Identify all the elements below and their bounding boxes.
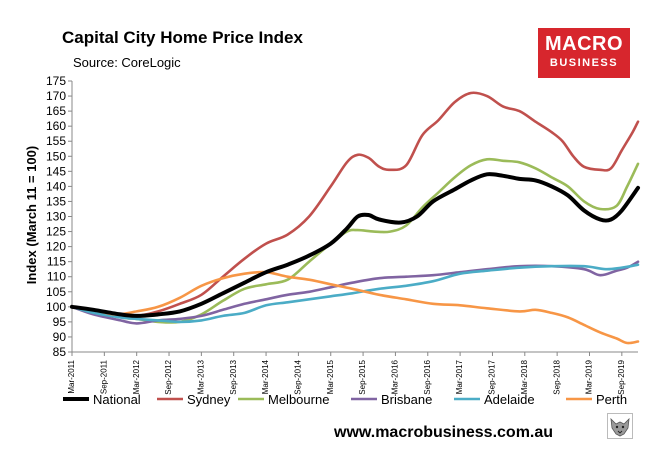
x-tick-label: Mar-2014: [261, 359, 270, 394]
y-tick-label: 155: [46, 134, 66, 148]
x-tick-label: Mar-2013: [196, 359, 205, 394]
legend-item-adelaide: Adelaide: [454, 392, 535, 407]
y-tick-label: 165: [46, 104, 66, 118]
legend-item-melbourne: Melbourne: [238, 392, 329, 407]
series-line-sydney: [70, 91, 640, 318]
y-tick-label: 115: [47, 255, 66, 269]
y-tick-label: 90: [53, 330, 67, 344]
legend-label: Sydney: [187, 392, 231, 407]
y-tick-label: 125: [46, 225, 66, 239]
y-tick-label: 95: [53, 315, 67, 329]
legend-label: Brisbane: [381, 392, 432, 407]
y-tick-label: 130: [46, 210, 66, 224]
x-tick-label: Mar-2012: [132, 359, 141, 394]
y-tick-label: 110: [47, 270, 66, 284]
logo-line-1: MACRO: [544, 33, 624, 55]
x-tick-label: Sep-2017: [488, 359, 497, 394]
x-tick-label: Mar-2011: [67, 359, 76, 393]
x-tick-label: Mar-2017: [455, 359, 464, 394]
x-tick-label: Sep-2018: [552, 359, 561, 394]
y-tick-label: 160: [46, 119, 66, 133]
legend-item-sydney: Sydney: [157, 392, 231, 407]
y-tick-label: 135: [46, 194, 66, 208]
chart-title: Capital City Home Price Index: [62, 28, 303, 47]
y-axis-ticks: 8590951001051101151201251301351401451501…: [46, 74, 72, 359]
x-tick-label: Sep-2014: [294, 359, 303, 394]
y-tick-label: 100: [46, 300, 66, 314]
x-axis-ticks: Mar-2011 Sep-2011 Mar-2012 Sep-2012 Mar-2013…: [67, 352, 626, 395]
series-line-national: [70, 172, 640, 318]
x-tick-label: Sep-2013: [229, 359, 238, 394]
website-url: www.macrobusiness.com.au: [333, 424, 553, 441]
logo-line-2: BUSINESS: [549, 57, 619, 69]
legend-item-national: National: [63, 392, 141, 407]
y-tick-label: 120: [46, 240, 66, 254]
legend-item-perth: Perth: [566, 392, 627, 407]
chart-subtitle: Source: CoreLogic: [73, 55, 181, 70]
macrobusiness-logo: MACRO BUSINESS: [538, 28, 630, 78]
y-tick-label: 85: [53, 345, 67, 359]
x-tick-label: Sep-2016: [423, 359, 432, 394]
x-tick-label: Sep-2019: [617, 359, 626, 394]
y-tick-label: 140: [46, 179, 66, 193]
y-tick-label: 150: [46, 149, 66, 163]
legend-label: Adelaide: [484, 392, 535, 407]
x-tick-label: Mar-2018: [520, 359, 529, 394]
x-tick-label: Mar-2016: [391, 359, 400, 394]
y-tick-label: 170: [46, 89, 66, 103]
legend-label: Perth: [596, 392, 627, 407]
legend-item-brisbane: Brisbane: [351, 392, 432, 407]
series-line-adelaide: [70, 263, 640, 324]
legend-label: Melbourne: [268, 392, 329, 407]
x-tick-label: Mar-2019: [585, 359, 594, 394]
y-axis-label: Index (March 11 = 100): [24, 146, 39, 284]
chart-legend: National Sydney Melbourne Brisbane Adelaide P…: [63, 392, 627, 407]
wolf-icon: [607, 413, 633, 439]
series-line-melbourne: [70, 157, 640, 324]
x-tick-label: Sep-2012: [164, 359, 173, 394]
y-tick-label: 175: [46, 74, 66, 88]
x-tick-label: Sep-2015: [358, 359, 367, 394]
y-tick-label: 105: [46, 285, 66, 299]
x-tick-label: Mar-2015: [326, 359, 335, 394]
legend-label: National: [93, 392, 141, 407]
series-lines: [70, 91, 640, 345]
x-tick-label: Sep-2011: [99, 359, 108, 394]
series-line-perth: [70, 270, 640, 345]
y-tick-label: 145: [46, 164, 66, 178]
